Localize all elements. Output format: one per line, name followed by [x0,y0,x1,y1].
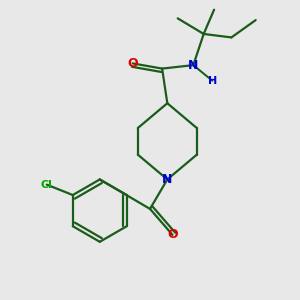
Text: H: H [208,76,217,86]
Text: Cl: Cl [41,180,53,190]
Text: O: O [128,57,138,70]
Text: N: N [188,58,199,72]
Text: N: N [162,173,172,186]
Text: O: O [167,228,178,242]
